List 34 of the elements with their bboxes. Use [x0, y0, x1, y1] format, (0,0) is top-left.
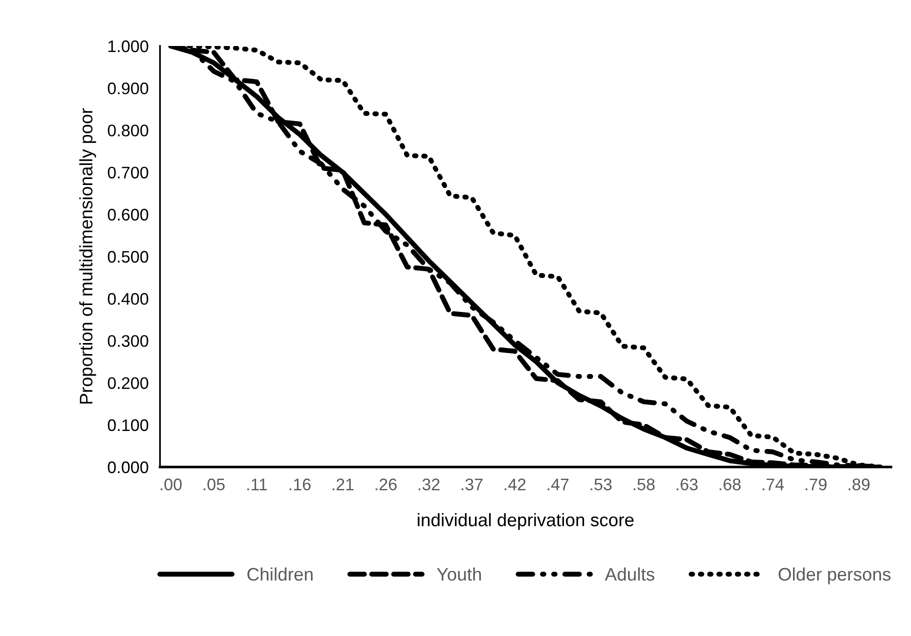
x-tick-label: .53	[590, 478, 612, 490]
x-tick-label: .42	[504, 478, 526, 490]
legend-label: Children	[247, 567, 313, 581]
x-tick-label: .05	[204, 478, 225, 490]
y-tick-label: 0.600	[108, 208, 148, 221]
y-tick-label: 0.500	[108, 250, 148, 263]
x-tick-label: .89	[848, 478, 870, 490]
x-tick-label: .16	[290, 478, 311, 490]
y-tick-label: 0.100	[108, 419, 148, 432]
y-tick-label: 0.000	[108, 461, 148, 474]
y-tick-label: 1.000	[108, 40, 148, 52]
y-tick-label: 0.700	[108, 166, 148, 179]
y-axis-title: Proportion of multidimensionally poor	[79, 108, 96, 404]
x-tick-label: .63	[676, 478, 698, 490]
x-tick-label: .37	[462, 478, 482, 490]
x-axis-title: individual deprivation score	[418, 513, 634, 530]
legend-label: Adults	[604, 567, 654, 581]
legend-label: Older persons	[778, 567, 891, 584]
x-tick-label: .79	[806, 478, 827, 490]
x-tick-label: .74	[762, 478, 784, 490]
x-tick-label: .47	[548, 478, 568, 490]
y-tick-label: 0.200	[108, 377, 148, 390]
legend-label: Youth	[436, 567, 481, 581]
x-tick-label: .58	[634, 478, 655, 490]
x-tick-label: .11	[247, 478, 267, 490]
x-tick-label: .32	[418, 478, 440, 490]
x-tick-label: .21	[332, 478, 354, 490]
x-tick-label: .26	[376, 478, 397, 490]
x-tick-label: .68	[720, 478, 741, 490]
y-tick-label: 0.400	[108, 293, 148, 305]
x-tick-label: .00	[160, 478, 182, 490]
y-tick-label: 0.800	[108, 124, 148, 136]
y-tick-label: 0.300	[108, 335, 148, 347]
y-tick-label: 0.900	[108, 82, 148, 94]
